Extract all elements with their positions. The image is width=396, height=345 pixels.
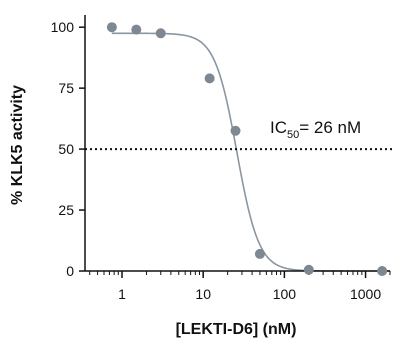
data-point [106, 22, 117, 33]
data-point [204, 73, 215, 84]
ic50-annotation: IC50= 26 nM [270, 118, 361, 141]
x-tick-label: 100 [273, 286, 297, 302]
x-tick-label: 1 [118, 286, 126, 302]
ic50-subscript: 50 [287, 129, 299, 141]
x-axis-title: [LEKTI-D6] (nM) [176, 321, 297, 338]
fit-curve [111, 32, 390, 272]
y-tick-label: 0 [66, 263, 74, 279]
data-point [131, 24, 142, 35]
y-axis-title: % KLK5 activity [9, 85, 26, 205]
data-point [254, 248, 265, 259]
y-tick-label: 25 [58, 202, 74, 218]
y-tick-label: 100 [51, 19, 75, 35]
x-tick-label: 10 [195, 286, 211, 302]
y-tick-label: 50 [58, 141, 74, 157]
y-tick-label: 75 [58, 80, 74, 96]
data-point [303, 264, 314, 275]
ic50-prefix: IC [270, 118, 287, 137]
data-point [230, 125, 241, 136]
data-point [377, 266, 388, 276]
x-tick-label: 1000 [350, 286, 381, 302]
data-point [155, 28, 166, 39]
ic50-value: = 26 nM [299, 118, 361, 137]
